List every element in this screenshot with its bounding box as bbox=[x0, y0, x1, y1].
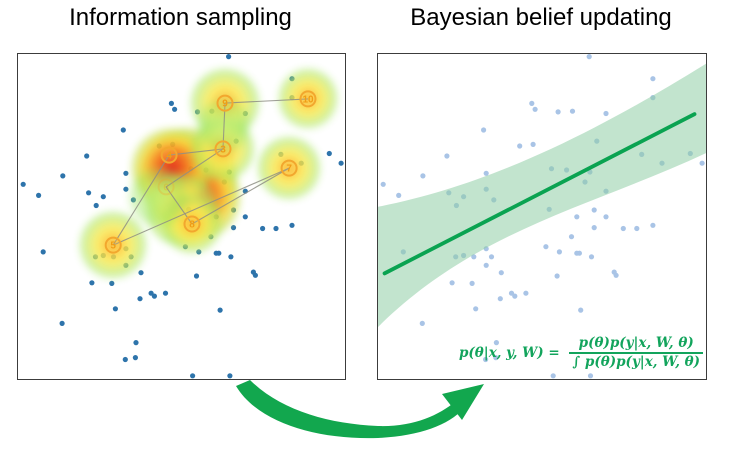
scatter-dot bbox=[512, 294, 517, 299]
scatter-dot bbox=[499, 270, 504, 275]
scatter-dot bbox=[592, 225, 597, 230]
information-sampling-panel: 3 4 5 6 7 8 9 10 bbox=[17, 53, 346, 380]
formula-denominator: ∫ p(θ)p(y|x, W, θ) bbox=[569, 354, 703, 371]
flow-arrow bbox=[228, 378, 492, 456]
scatter-dot bbox=[470, 281, 475, 286]
fixation-marker: 7 bbox=[282, 161, 297, 176]
fixation-marker: 5 bbox=[106, 238, 121, 253]
scatter-dot bbox=[557, 249, 562, 254]
fixation-number: 3 bbox=[220, 144, 226, 155]
scatter-dot bbox=[396, 193, 401, 198]
scatter-dot bbox=[551, 373, 556, 378]
scatter-dot bbox=[543, 244, 548, 249]
scatter-dot bbox=[577, 251, 582, 256]
scatter-dot bbox=[555, 273, 560, 278]
scatter-dot bbox=[473, 306, 478, 311]
scatter-dot bbox=[484, 171, 489, 176]
scatter-dot bbox=[484, 263, 489, 268]
formula-numerator: p(θ)p(y|x, W, θ) bbox=[569, 336, 703, 355]
scatter-dot bbox=[450, 280, 455, 285]
scanpath-line bbox=[192, 168, 289, 224]
scatter-dot bbox=[650, 223, 655, 228]
scatter-dot bbox=[489, 254, 494, 259]
scatter-dot bbox=[556, 109, 561, 114]
left-panel-title: Information sampling bbox=[17, 4, 344, 34]
fixation-marker: 9 bbox=[218, 96, 233, 111]
scatter-dot bbox=[603, 111, 608, 116]
fixation-marker: 3 bbox=[216, 141, 231, 156]
scanpath-overlay: 3 4 5 6 7 8 9 10 bbox=[18, 54, 345, 379]
fixation-marker: 10 bbox=[301, 91, 316, 106]
flow-arrow-tail bbox=[236, 380, 464, 438]
scatter-dot bbox=[587, 54, 592, 59]
scatter-dot bbox=[531, 142, 536, 147]
scatter-dot bbox=[621, 226, 626, 231]
scatter-dot bbox=[420, 321, 425, 326]
scatter-dot bbox=[614, 273, 619, 278]
scatter-dot bbox=[588, 373, 593, 378]
scatter-dot bbox=[592, 207, 597, 212]
regression-line bbox=[385, 114, 695, 273]
figure: Information sampling Bayesian belief upd… bbox=[0, 0, 730, 456]
scatter-dot bbox=[481, 127, 486, 132]
scatter-dot bbox=[517, 143, 522, 148]
scanpath-line bbox=[113, 168, 289, 245]
scanpath-line bbox=[225, 99, 308, 103]
scatter-dot bbox=[700, 161, 705, 166]
fixation-marker: 8 bbox=[185, 217, 200, 232]
scatter-dot bbox=[570, 109, 575, 114]
scatter-dot bbox=[578, 308, 583, 313]
bayesian-updating-panel: p(θ|x, y, W) = p(θ)p(y|x, W, θ) ∫ p(θ)p(… bbox=[377, 53, 707, 380]
scatter-dot bbox=[574, 214, 579, 219]
formula-lhs: p(θ|x, y, W) = bbox=[459, 345, 560, 361]
fixation-number: 7 bbox=[286, 164, 292, 175]
fixation-number: 4 bbox=[166, 151, 172, 162]
scatter-dot bbox=[420, 173, 425, 178]
scatter-dot bbox=[634, 226, 639, 231]
right-panel-title: Bayesian belief updating bbox=[377, 4, 705, 34]
scatter-dot bbox=[603, 214, 608, 219]
scatter-dot bbox=[381, 182, 386, 187]
regression-plot bbox=[378, 54, 706, 379]
formula-fraction: p(θ)p(y|x, W, θ) ∫ p(θ)p(y|x, W, θ) bbox=[569, 336, 703, 371]
fixation-number: 6 bbox=[163, 182, 169, 193]
scatter-dot bbox=[589, 254, 594, 259]
fixation-number: 10 bbox=[302, 94, 314, 105]
scatter-dot bbox=[533, 107, 538, 112]
confidence-band bbox=[378, 64, 706, 327]
scatter-dot bbox=[523, 291, 528, 296]
fixation-marker: 4 bbox=[162, 148, 177, 163]
bayes-formula: p(θ|x, y, W) = p(θ)p(y|x, W, θ) ∫ p(θ)p(… bbox=[459, 336, 703, 371]
scatter-dot bbox=[650, 76, 655, 81]
scanpath-line bbox=[113, 155, 169, 245]
fixation-number: 8 bbox=[189, 220, 195, 231]
fixation-number: 9 bbox=[222, 99, 228, 110]
scatter-dot bbox=[529, 101, 534, 106]
scatter-dot bbox=[444, 153, 449, 158]
fixation-marker: 6 bbox=[159, 179, 174, 194]
scatter-dot bbox=[498, 296, 503, 301]
fixation-number: 5 bbox=[110, 241, 116, 252]
scatter-dot bbox=[569, 234, 574, 239]
